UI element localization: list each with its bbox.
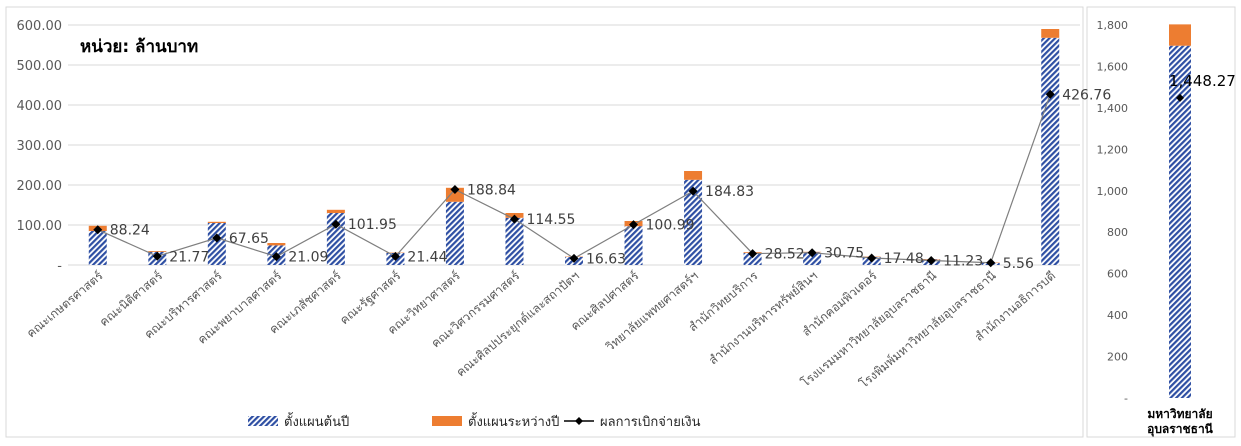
total-y-tick-label: 800 [1107,226,1128,239]
main-bars [89,29,1059,265]
legend-label: ตั้งแผนระหว่างปี [468,412,559,430]
disbursement-label: 17.48 [884,251,924,267]
bar-plan-start [625,226,643,265]
bar-plan-mid [327,210,345,213]
bar-plan-mid [1041,29,1059,38]
bar-plan-mid [148,251,166,252]
total-y-tick-label: - [1124,392,1128,405]
total-y-tick-label: 1,800 [1097,19,1129,32]
bar-plan-start [89,231,107,265]
total-y-tick-label: 600 [1107,268,1128,281]
disbursement-label: 101.95 [348,217,397,233]
bar-plan-mid [684,171,702,180]
total-y-tick-label: 1,000 [1097,185,1129,198]
bar-plan-mid [208,222,226,223]
disbursement-label: 21.09 [288,250,328,266]
total-category-label: มหาวิทยาลัย [1147,407,1212,421]
disbursement-label: 67.65 [229,231,269,247]
main-y-axis: - 100.00 200.00 300.00 400.00 500.00 600.00 [17,19,63,274]
disbursement-label: 100.99 [646,218,695,234]
y-tick-label: 400.00 [17,99,63,114]
disbursement-label: 88.24 [110,223,150,239]
total-disbursement-label: 1,448.27 [1169,72,1236,90]
bar-plan-start [208,223,226,265]
total-y-tick-label: 1,600 [1097,60,1129,73]
disbursement-label: 21.44 [407,249,447,265]
disbursement-label: 114.55 [526,212,575,228]
bar-plan-start [446,202,464,265]
y-tick-label: 500.00 [17,59,63,74]
total-y-axis: - 200 400 600 800 1,000 1,200 1,400 1,600 1,800 [1097,19,1129,405]
main-x-axis: คณะเกษตรศาสตร์คณะนิติศาสตร์คณะบริหารศาสต… [24,268,1058,391]
bar-plan-start [1041,38,1059,265]
unit-note: หน่วย: ล้านบาท [80,37,198,57]
x-category-label: คณะเกษตรศาสตร์ [24,268,106,340]
legend-swatch-plan-start [248,416,278,426]
total-y-tick-label: 400 [1107,309,1128,322]
y-tick-label: 600.00 [17,19,63,34]
total-y-tick-label: 200 [1107,351,1128,364]
disbursement-label: 28.52 [765,247,805,263]
bar-plan-mid [267,243,285,245]
legend: ตั้งแผนต้นปี ตั้งแผนระหว่างปี ผลการเบิกจ่า… [248,412,701,430]
total-y-tick-label: 1,400 [1097,102,1129,115]
disbursement-label: 11.23 [943,254,983,270]
y-tick-label: 100.00 [17,219,63,234]
legend-swatch-plan-mid [432,416,462,426]
total-y-tick-label: 1,200 [1097,143,1129,156]
disbursement-label: 16.63 [586,251,626,267]
bar-plan-start [505,218,523,265]
disbursement-point [986,258,995,267]
y-tick-label: 200.00 [17,179,63,194]
total-bar-plan-mid [1169,24,1191,45]
legend-label: ตั้งแผนต้นปี [284,412,349,430]
main-disbursement-line: 88.24 21.77 67.65 21.09 101.95 21.44 188.84 114… [93,87,1111,271]
y-tick-label: - [57,259,62,274]
x-category-label: สำนักงานบริหารทรัพย์สินฯ [706,269,820,368]
total-category-label: อุบลราชธานี [1147,422,1214,437]
disbursement-label: 188.84 [467,182,516,198]
legend-swatch-diamond [575,417,583,425]
disbursement-label: 21.77 [169,249,209,265]
disbursement-label: 184.83 [705,184,754,200]
disbursement-label: 30.75 [824,246,864,262]
y-tick-label: 300.00 [17,139,63,154]
x-category-label: คณะศิลปประยุกต์และสถาปัตฯ [454,269,583,381]
total-x-axis: มหาวิทยาลัยอุบลราชธานี [1147,407,1214,437]
legend-label: ผลการเบิกจ่ายเงิน [600,415,701,430]
disbursement-label: 5.56 [1003,256,1034,272]
total-disbursement-point: 1,448.27 [1169,72,1236,102]
